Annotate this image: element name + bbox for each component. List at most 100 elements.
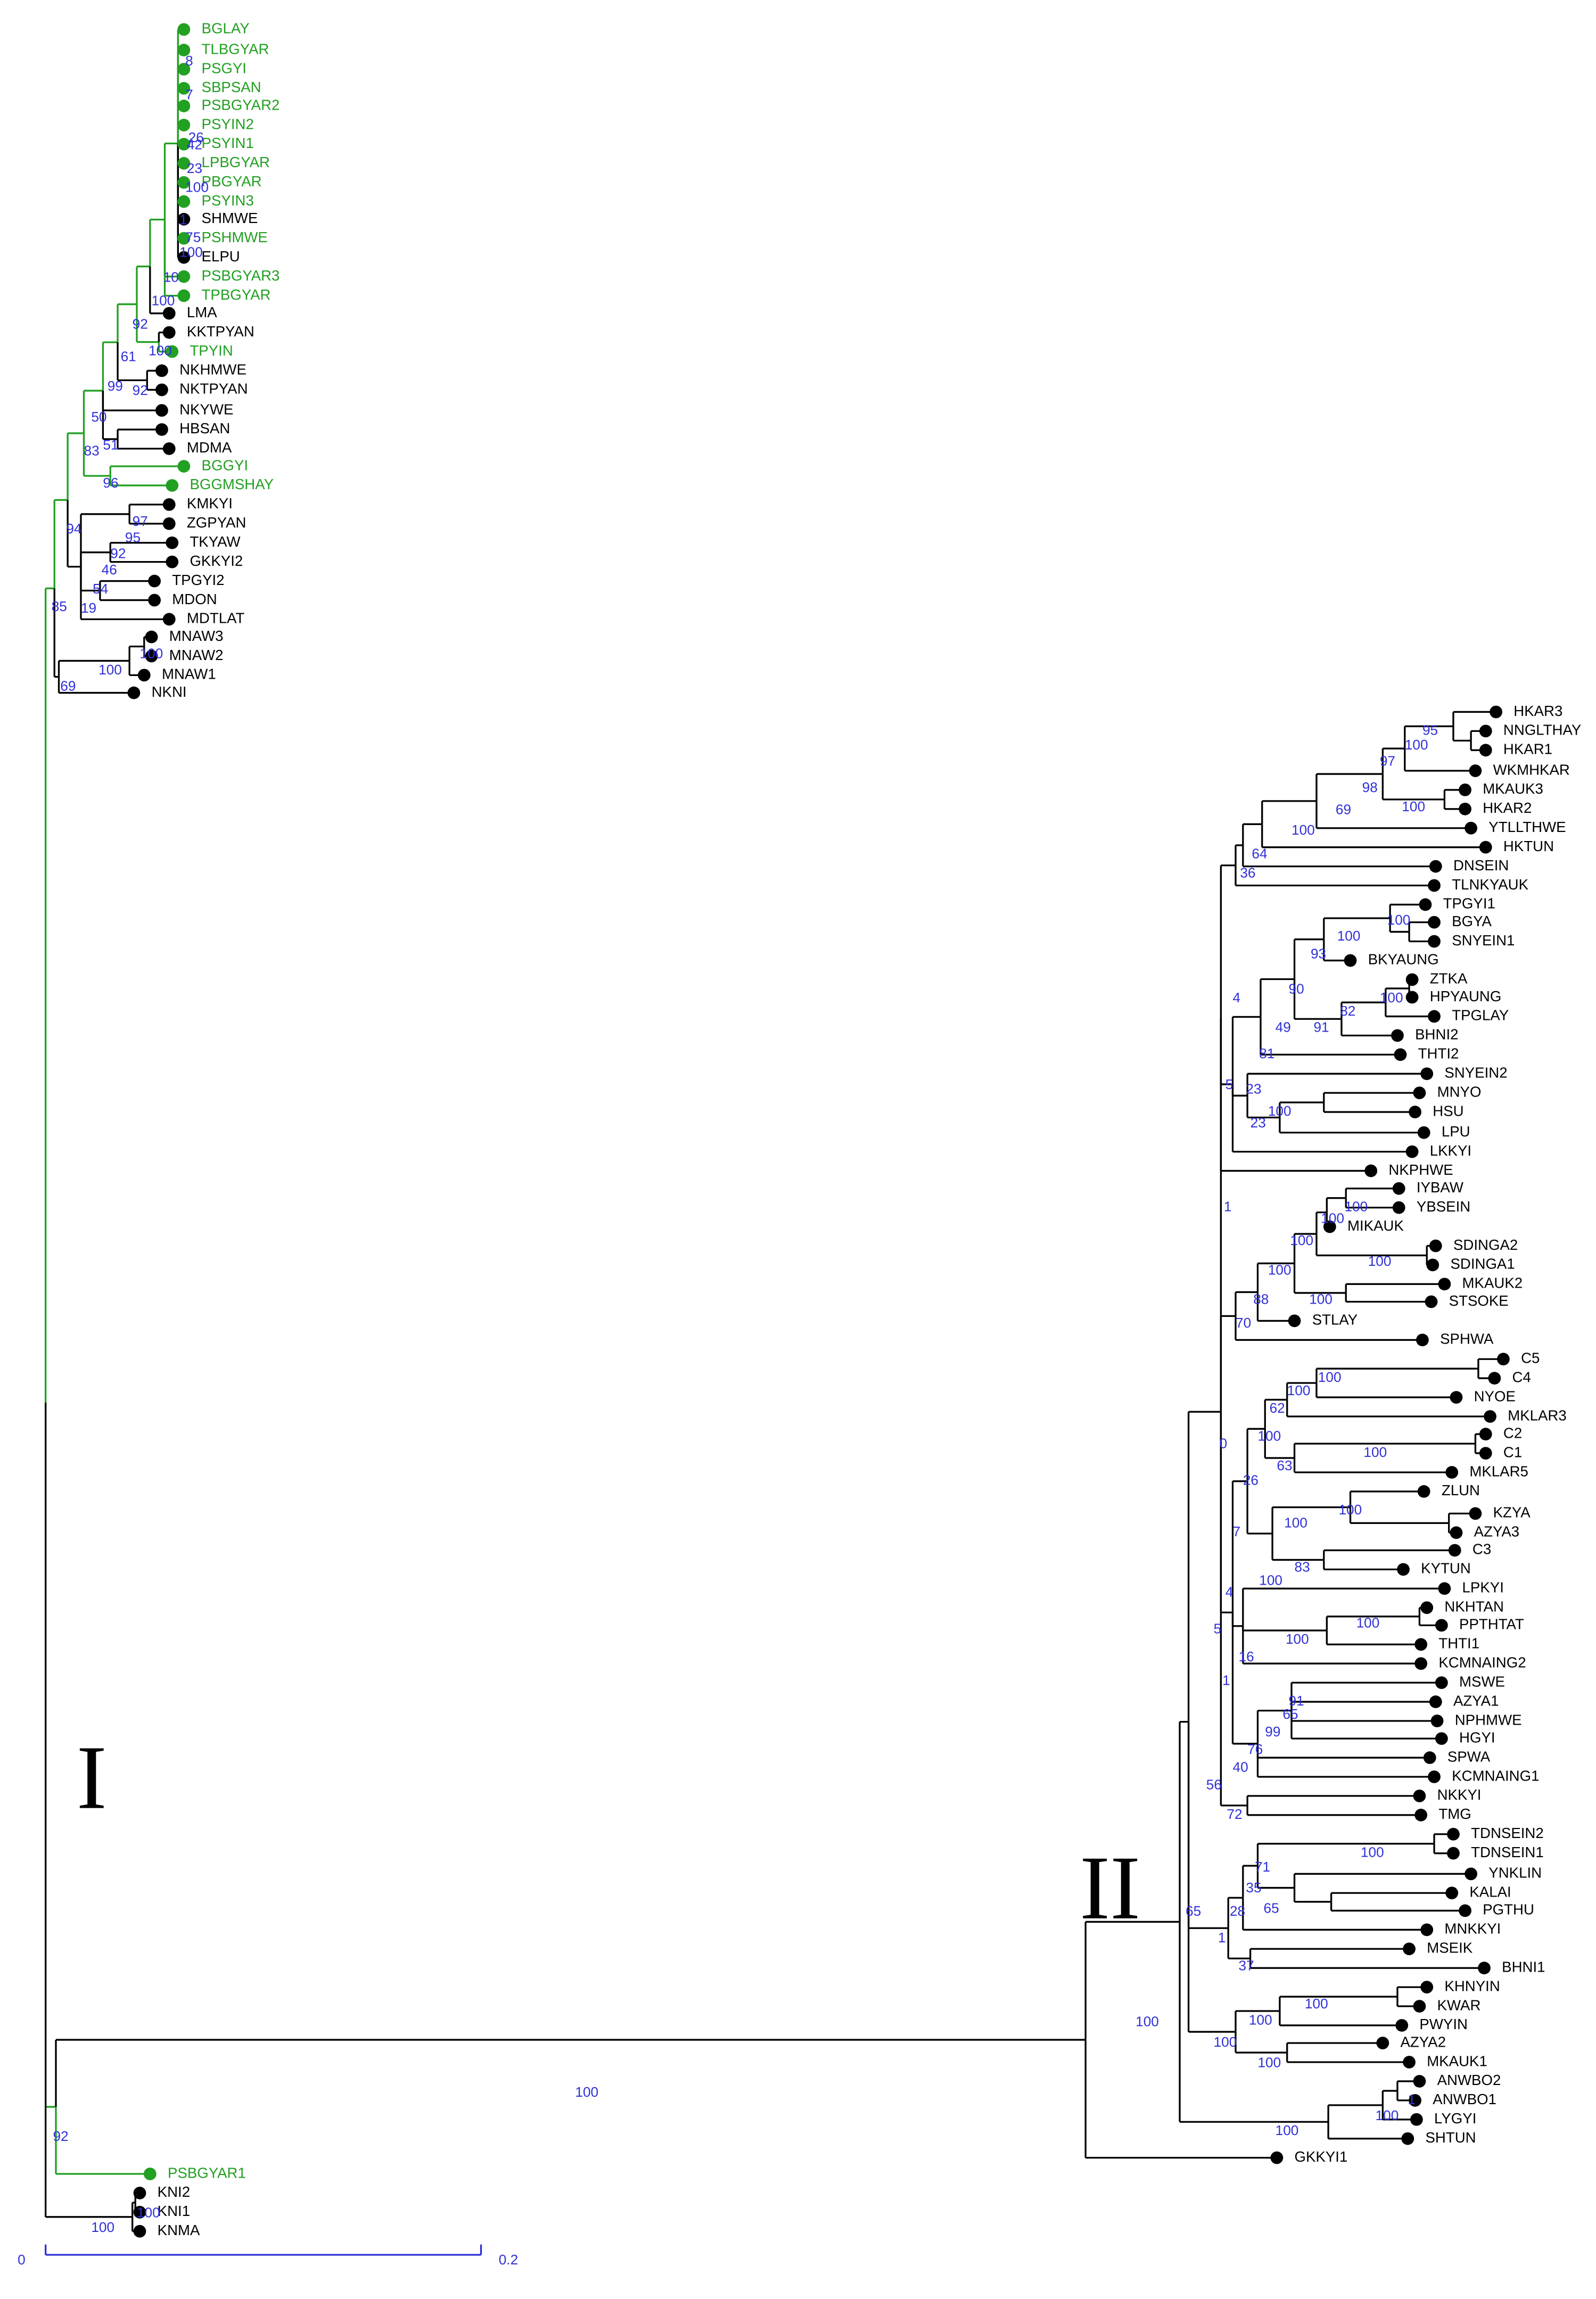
- bootstrap-value: 100: [1268, 1103, 1291, 1119]
- leaf-label: NPHMWE: [1455, 1711, 1522, 1728]
- leaf-label: HGYI: [1459, 1729, 1495, 1745]
- leaf-dot: [162, 307, 176, 320]
- leaf-dot: [177, 63, 191, 76]
- leaf-label: MSEIK: [1427, 1940, 1473, 1956]
- bootstrap-value: 65: [1282, 1706, 1298, 1722]
- bootstrap-value: 100: [1356, 1615, 1380, 1631]
- leaf-dot: [1459, 802, 1471, 815]
- bootstrap-value: 100: [1305, 1996, 1328, 2012]
- leaf-dot: [155, 364, 168, 377]
- leaf-dot: [1417, 1126, 1430, 1139]
- bootstrap-value: 100: [1268, 1262, 1291, 1278]
- bootstrap-value: 23: [187, 160, 202, 176]
- leaf-dot: [166, 345, 179, 358]
- bootstrap-value: 100: [98, 662, 122, 678]
- leaf-label: C1: [1503, 1444, 1522, 1460]
- leaf-label: GKKYI1: [1295, 2148, 1348, 2165]
- bootstrap-value: 98: [1362, 779, 1378, 795]
- leaf-label: SNYEIN1: [1452, 932, 1515, 949]
- leaf-label: PSYIN1: [202, 135, 254, 151]
- bootstrap-value: 96: [103, 475, 118, 491]
- bootstrap-value: 7: [1233, 1523, 1241, 1539]
- leaf-dot: [1479, 724, 1492, 738]
- bootstrap-value: 83: [1295, 1559, 1310, 1575]
- bootstrap-value: 1: [1218, 1930, 1226, 1946]
- leaf-label: HKAR2: [1483, 800, 1532, 816]
- leaf-label: MKAUK3: [1483, 780, 1543, 797]
- leaf-label: MDTLAT: [187, 610, 245, 627]
- leaf-dot: [1450, 1526, 1463, 1539]
- leaf-label: KKTPYAN: [187, 323, 254, 340]
- bootstrap-value: 100: [152, 292, 175, 308]
- leaf-label: YBSEIN: [1417, 1198, 1470, 1215]
- leaf-label: PSBGYAR2: [202, 96, 280, 113]
- leaf-dot: [137, 669, 151, 682]
- leaf-label: NKHMWE: [179, 361, 246, 378]
- leaf-label: GKKYI2: [190, 553, 243, 569]
- leaf-dot: [1270, 2151, 1284, 2164]
- leaf-label: NNGLTHAY: [1503, 722, 1581, 738]
- leaf-label: LPKYI: [1462, 1579, 1504, 1596]
- leaf-dot: [177, 119, 191, 131]
- bootstrap-value: 100: [1287, 1382, 1311, 1398]
- leaf-dot: [1394, 1048, 1407, 1061]
- leaf-label: TDNSEIN2: [1471, 1825, 1544, 1841]
- bootstrap-value: 1: [1222, 1672, 1230, 1688]
- bootstrap-value: 100: [1387, 912, 1411, 928]
- leaf-label: HPYAUNG: [1430, 988, 1502, 1004]
- leaf-dot: [1397, 1563, 1410, 1576]
- leaf-label: TKYAW: [190, 533, 240, 550]
- bootstrap-value: 100: [137, 2205, 160, 2221]
- leaf-dot: [1409, 1106, 1422, 1118]
- bootstrap-value: 69: [1336, 802, 1351, 818]
- leaf-label: TLBGYAR: [202, 40, 269, 57]
- leaf-dot: [155, 383, 168, 397]
- leaf-dot: [1392, 1182, 1405, 1195]
- bootstrap-value: 82: [1340, 1003, 1355, 1019]
- bootstrap-value: 95: [125, 529, 141, 545]
- leaf-dot: [1459, 1904, 1471, 1917]
- bootstrap-value: 1: [1408, 2091, 1416, 2107]
- bootstrap-value: 4: [1225, 1584, 1233, 1600]
- bootstrap-value: 100: [91, 2219, 114, 2235]
- leaf-label: TMG: [1438, 1806, 1471, 1822]
- leaf-label: TPGLAY: [1452, 1007, 1509, 1024]
- leaf-dot: [1429, 860, 1442, 873]
- leaf-dot: [1420, 1923, 1434, 1937]
- leaf-label: LPU: [1442, 1123, 1470, 1140]
- leaf-label: HKAR1: [1503, 741, 1552, 757]
- leaf-label: STSOKE: [1449, 1292, 1509, 1309]
- leaf-dot: [1438, 1582, 1451, 1595]
- bootstrap-value: 100: [1345, 1199, 1368, 1215]
- leaf-dot: [177, 82, 191, 95]
- leaf-label: KWAR: [1437, 1997, 1481, 2013]
- leaf-dot: [162, 517, 176, 530]
- bootstrap-value: 71: [1255, 1859, 1270, 1875]
- clade-label: I: [77, 1727, 107, 1828]
- bootstrap-value: 100: [1363, 1444, 1387, 1460]
- bootstrap-value: 56: [1206, 1776, 1222, 1792]
- bootstrap-value: 36: [1240, 864, 1255, 880]
- leaf-dot: [1478, 1962, 1491, 1975]
- leaf-label: TPYIN: [190, 342, 233, 359]
- leaf-dot: [1403, 1942, 1416, 1956]
- leaf-label: MDMA: [187, 439, 232, 456]
- leaf-dot: [1401, 2132, 1414, 2145]
- bootstrap-value: 100: [1368, 1253, 1392, 1269]
- leaf-dot: [1429, 1239, 1442, 1252]
- leaf-label: ANWBO2: [1437, 2072, 1501, 2088]
- leaf-label: MSWE: [1459, 1673, 1505, 1690]
- leaf-label: SHTUN: [1425, 2129, 1476, 2146]
- leaf-label: MKAUK1: [1427, 2053, 1487, 2069]
- leaf-dot: [1417, 1485, 1430, 1498]
- bootstrap-value: 100: [1309, 1291, 1332, 1307]
- leaf-dot: [1459, 784, 1471, 796]
- bootstrap-value: 100: [149, 342, 172, 358]
- leaf-dot: [177, 138, 191, 151]
- bootstrap-value: 23: [1246, 1081, 1261, 1097]
- leaf-dot: [1423, 1751, 1436, 1764]
- leaf-label: MKLAR3: [1508, 1407, 1567, 1423]
- leaf-label: TPGYI2: [172, 572, 224, 588]
- bootstrap-value: 50: [91, 409, 106, 425]
- leaf-dot: [1391, 1029, 1404, 1042]
